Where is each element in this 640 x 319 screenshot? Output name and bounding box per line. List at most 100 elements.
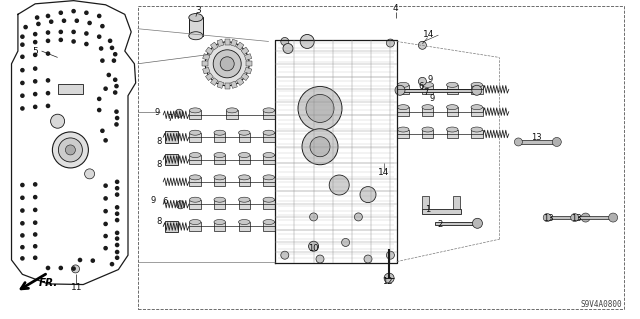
Circle shape [205, 42, 249, 86]
Circle shape [72, 265, 79, 273]
Circle shape [50, 20, 53, 23]
Text: S9V4A0800: S9V4A0800 [580, 300, 622, 309]
Bar [453, 196, 460, 209]
Circle shape [360, 187, 376, 203]
Text: 8: 8 [156, 137, 161, 146]
Bar [447, 85, 458, 94]
Circle shape [552, 137, 561, 146]
Circle shape [571, 213, 579, 222]
Bar [447, 107, 458, 116]
Bar [422, 107, 433, 116]
Bar [239, 222, 250, 231]
Ellipse shape [189, 13, 203, 22]
Ellipse shape [422, 127, 433, 132]
Circle shape [20, 196, 24, 199]
Circle shape [306, 94, 334, 122]
Circle shape [46, 14, 50, 18]
Circle shape [281, 37, 289, 46]
Circle shape [20, 35, 24, 38]
Circle shape [34, 183, 37, 186]
Ellipse shape [189, 219, 201, 225]
Circle shape [114, 78, 116, 81]
Bar [205, 73, 213, 80]
Circle shape [34, 41, 37, 44]
Bar [189, 155, 201, 164]
Circle shape [59, 266, 63, 270]
Text: 9: 9 [429, 94, 435, 103]
Circle shape [114, 53, 116, 56]
Circle shape [387, 251, 394, 259]
Circle shape [46, 39, 50, 42]
Ellipse shape [189, 32, 203, 40]
Bar [246, 61, 252, 66]
Bar [263, 155, 275, 164]
Text: 12: 12 [382, 277, 392, 286]
Bar [471, 107, 483, 116]
Bar [189, 200, 201, 209]
Ellipse shape [263, 175, 275, 180]
Bar [236, 42, 244, 50]
Circle shape [76, 19, 78, 22]
Circle shape [104, 87, 108, 90]
Circle shape [116, 256, 119, 259]
Circle shape [46, 79, 50, 82]
Bar [214, 155, 225, 164]
Text: 9: 9 [151, 197, 156, 205]
Circle shape [46, 52, 50, 55]
Circle shape [34, 208, 37, 211]
Circle shape [298, 86, 342, 130]
Bar [400, 89, 477, 92]
Bar [239, 177, 250, 186]
Circle shape [98, 14, 101, 18]
Circle shape [515, 138, 522, 146]
Ellipse shape [189, 152, 201, 158]
Bar [165, 154, 178, 165]
Ellipse shape [214, 130, 225, 135]
Circle shape [283, 43, 293, 54]
Circle shape [342, 238, 349, 247]
Circle shape [20, 234, 24, 237]
Circle shape [116, 243, 119, 247]
Circle shape [472, 218, 483, 228]
Circle shape [116, 206, 119, 209]
Text: 1: 1 [425, 205, 430, 214]
Bar [239, 200, 250, 209]
Circle shape [20, 209, 24, 212]
Bar [435, 222, 477, 225]
Ellipse shape [239, 152, 250, 158]
Circle shape [98, 97, 101, 100]
Bar [422, 196, 429, 209]
Ellipse shape [422, 105, 433, 110]
Ellipse shape [214, 175, 225, 180]
Circle shape [116, 237, 119, 240]
Circle shape [34, 33, 37, 36]
Bar [397, 85, 409, 94]
Bar [165, 131, 178, 143]
Circle shape [116, 116, 119, 120]
Bar [230, 81, 237, 88]
Ellipse shape [189, 108, 201, 113]
Circle shape [384, 273, 394, 283]
Circle shape [116, 250, 119, 254]
Circle shape [52, 132, 88, 168]
Text: 9: 9 [154, 108, 159, 117]
Circle shape [104, 197, 108, 200]
Circle shape [308, 241, 319, 251]
Ellipse shape [263, 152, 275, 158]
Circle shape [98, 108, 101, 112]
Bar [575, 216, 613, 219]
Circle shape [419, 41, 426, 49]
Circle shape [34, 93, 37, 96]
Bar [189, 177, 201, 186]
Ellipse shape [263, 108, 275, 113]
Circle shape [34, 105, 37, 108]
Circle shape [20, 43, 24, 46]
Bar [471, 130, 483, 138]
Ellipse shape [214, 197, 225, 202]
Bar [217, 39, 224, 47]
Bar [397, 107, 409, 116]
Circle shape [472, 85, 482, 95]
Ellipse shape [239, 197, 250, 202]
Ellipse shape [189, 175, 201, 180]
Ellipse shape [397, 82, 409, 87]
